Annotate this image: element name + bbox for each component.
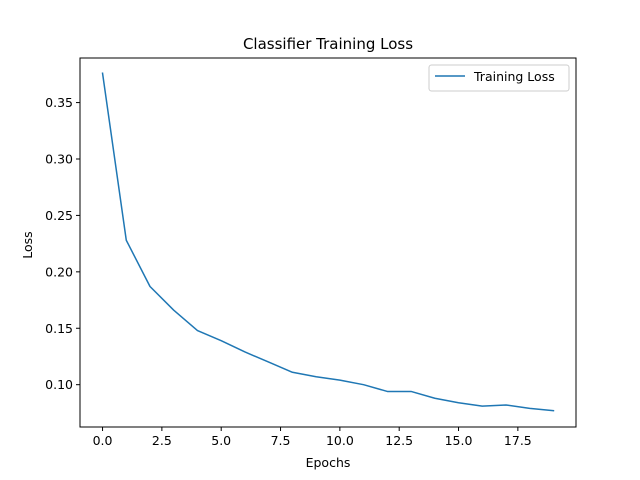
x-tick-label: 5.0 bbox=[211, 433, 231, 448]
y-tick-label: 0.35 bbox=[45, 95, 73, 110]
x-tick-label: 12.5 bbox=[385, 433, 413, 448]
x-tick-label: 15.0 bbox=[445, 433, 473, 448]
y-axis-label: Loss bbox=[20, 231, 35, 258]
x-axis-label: Epochs bbox=[306, 455, 351, 470]
y-tick-label: 0.25 bbox=[45, 208, 73, 223]
x-tick-label: 2.5 bbox=[152, 433, 172, 448]
y-tick-label: 0.10 bbox=[45, 377, 73, 392]
series-line bbox=[101, 72, 555, 412]
y-tick-label: 0.15 bbox=[45, 321, 73, 336]
legend-box bbox=[428, 64, 570, 92]
x-tick-label: 10.0 bbox=[326, 433, 354, 448]
x-tick-label: 7.5 bbox=[271, 433, 291, 448]
legend-label: Training Loss bbox=[473, 69, 555, 84]
y-axis: 0.10 0.15 0.20 0.25 0.30 0.35 bbox=[45, 95, 80, 392]
plot-area bbox=[101, 72, 555, 412]
x-axis: 0.0 2.5 5.0 7.5 10.0 12.5 15.0 17.5 bbox=[93, 427, 532, 448]
y-tick-label: 0.30 bbox=[45, 151, 73, 166]
chart-title: Classifier Training Loss bbox=[243, 35, 413, 53]
axes-frame bbox=[79, 57, 577, 428]
x-tick-label: 0.0 bbox=[93, 433, 113, 448]
legend: Training Loss bbox=[428, 64, 570, 92]
y-tick-label: 0.20 bbox=[45, 264, 73, 279]
x-tick-label: 17.5 bbox=[504, 433, 532, 448]
